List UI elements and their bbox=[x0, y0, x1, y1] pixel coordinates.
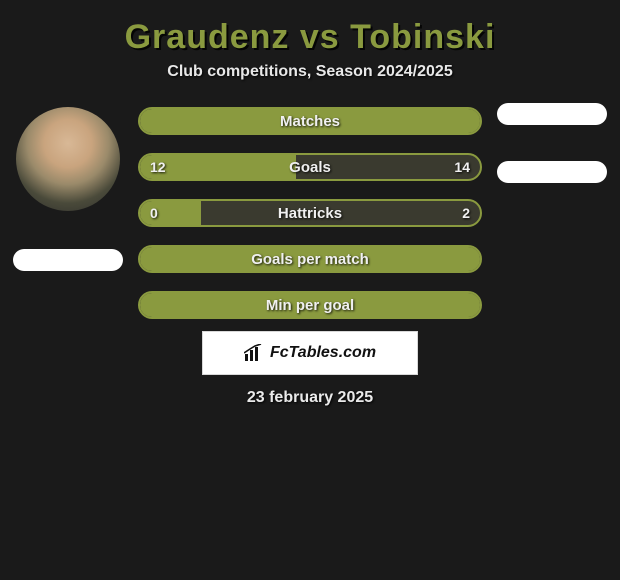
stat-bar: 0Hattricks2 bbox=[138, 199, 482, 227]
player-right-name-pill-2 bbox=[497, 161, 607, 183]
date-label: 23 february 2025 bbox=[0, 389, 620, 407]
player-left-avatar bbox=[16, 107, 120, 211]
stat-value-right: 2 bbox=[462, 205, 470, 221]
source-logo-text: FcTables.com bbox=[270, 344, 376, 362]
stat-label: Goals per match bbox=[140, 251, 480, 268]
stat-label: Goals bbox=[140, 159, 480, 176]
player-right-name-pill-1 bbox=[497, 103, 607, 125]
chart-icon bbox=[244, 344, 264, 362]
layout-row: Matches 12Goals14 0Hattricks2 Goals per mat… bbox=[0, 101, 620, 319]
comparison-widget: Graudenz vs Tobinski Club competitions, … bbox=[0, 0, 620, 417]
player-left-name-pill bbox=[13, 249, 123, 271]
stat-bar: 12Goals14 bbox=[138, 153, 482, 181]
subtitle: Club competitions, Season 2024/2025 bbox=[0, 63, 620, 101]
stat-bar: Min per goal bbox=[138, 291, 482, 319]
page-title: Graudenz vs Tobinski bbox=[0, 10, 620, 63]
player-right-column bbox=[492, 101, 612, 183]
stat-value-right: 14 bbox=[454, 159, 470, 175]
stat-label: Min per goal bbox=[140, 297, 480, 314]
stat-bars: Matches 12Goals14 0Hattricks2 Goals per mat… bbox=[128, 101, 492, 319]
stat-bar: Goals per match bbox=[138, 245, 482, 273]
source-logo[interactable]: FcTables.com bbox=[202, 331, 418, 375]
stat-label: Matches bbox=[140, 113, 480, 130]
stat-label: Hattricks bbox=[140, 205, 480, 222]
stat-bar: Matches bbox=[138, 107, 482, 135]
footer: FcTables.com 23 february 2025 bbox=[0, 331, 620, 407]
player-left-column bbox=[8, 101, 128, 271]
